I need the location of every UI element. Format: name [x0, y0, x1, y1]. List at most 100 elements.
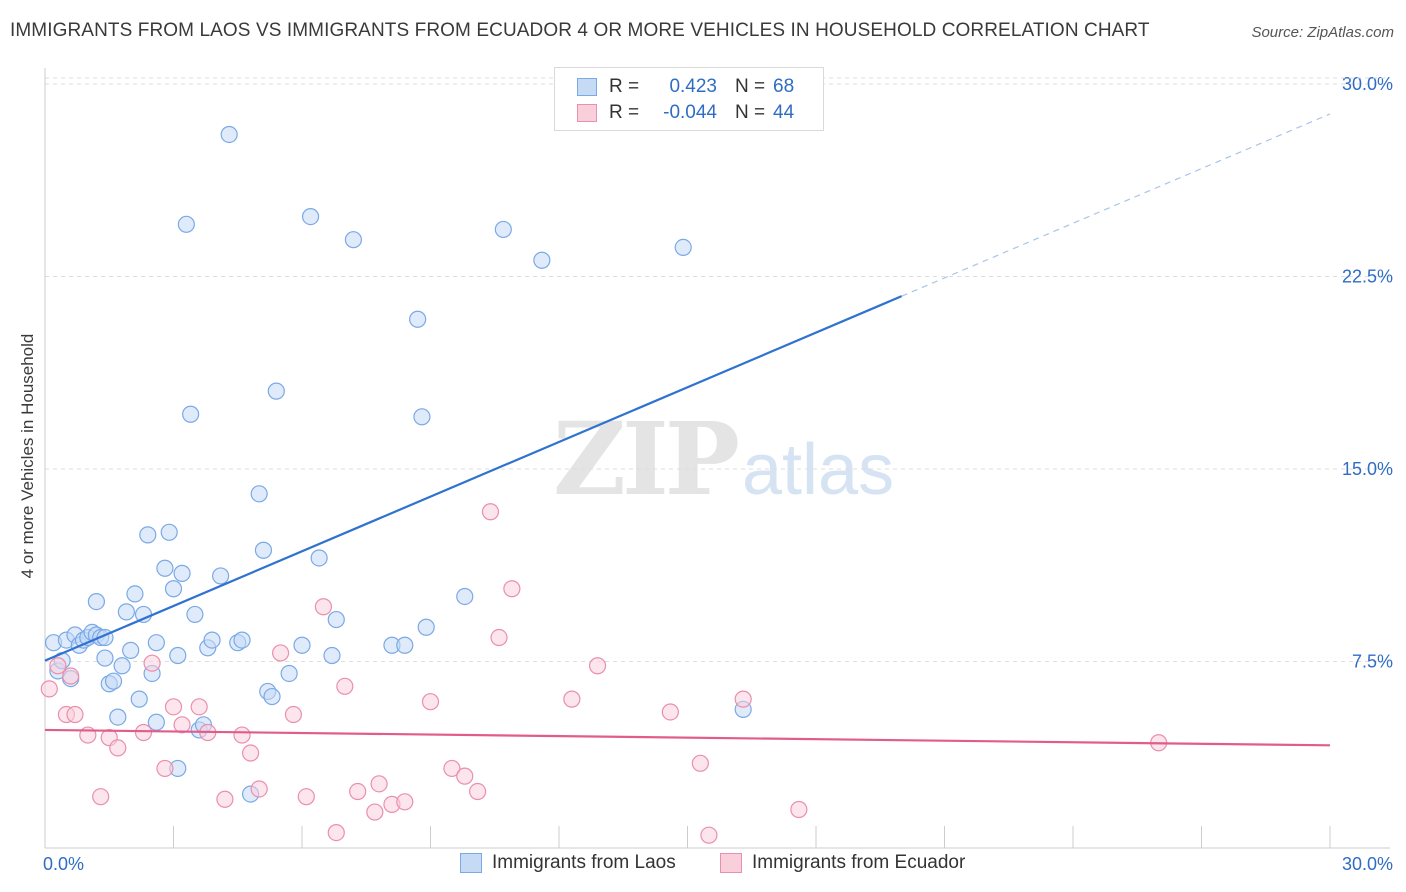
data-point-laos: [674, 238, 692, 256]
data-point-ecuador: [734, 690, 752, 708]
data-point-ecuador: [284, 705, 303, 724]
data-point-laos: [494, 220, 512, 239]
data-point-laos: [113, 657, 131, 675]
data-point-ecuador: [143, 654, 161, 672]
data-point-laos: [413, 408, 431, 426]
data-point-laos: [233, 631, 251, 649]
data-point-laos: [104, 672, 123, 690]
data-point-laos: [122, 641, 140, 659]
data-point-ecuador: [250, 780, 268, 798]
legend-swatch-ecuador: [577, 104, 597, 122]
data-point-ecuador: [62, 667, 80, 685]
data-point-laos: [109, 708, 127, 726]
legend-r-value: -0.044: [663, 102, 717, 123]
data-point-laos: [147, 713, 165, 731]
y-tick-label: 7.5%: [1352, 652, 1393, 672]
legend-n-value: 68: [773, 76, 795, 97]
data-point-laos: [456, 587, 474, 606]
watermark: ZIPatlas: [553, 400, 894, 518]
data-point-ecuador: [421, 693, 440, 711]
data-point-laos: [409, 310, 427, 328]
data-point-ecuador: [396, 793, 414, 811]
data-point-laos: [267, 382, 285, 400]
data-point-laos: [212, 567, 230, 585]
data-point-ecuador: [327, 823, 345, 842]
data-point-laos: [177, 215, 195, 233]
series-legend-laos[interactable]: Immigrants from Laos: [460, 852, 676, 874]
data-point-ecuador: [366, 803, 384, 821]
data-point-ecuador: [370, 775, 388, 793]
trend-line-laos-extension: [901, 113, 1331, 297]
data-point-laos: [533, 251, 551, 269]
data-point-ecuador: [242, 744, 260, 762]
legend-swatch-laos: [577, 78, 597, 96]
data-point-laos: [130, 690, 148, 708]
correlation-legend: R = 0.423 N = 68 R = -0.044 N = 44: [554, 67, 824, 131]
data-point-ecuador: [700, 826, 718, 844]
x-tick-label: 30.0%: [1342, 854, 1393, 874]
series-laos-points: [44, 125, 752, 803]
data-point-laos: [173, 564, 191, 582]
series-legend: Immigrants from Laos Immigrants from Ecu…: [0, 852, 1406, 878]
data-point-laos: [327, 610, 345, 629]
data-point-ecuador: [349, 782, 367, 801]
data-point-ecuador: [563, 690, 581, 708]
y-tick-label: 15.0%: [1342, 459, 1393, 479]
data-point-ecuador: [164, 698, 183, 716]
data-point-ecuador: [691, 754, 709, 772]
data-point-laos: [344, 231, 362, 249]
legend-r-label: R =: [609, 102, 640, 123]
x-tick-label: 0.0%: [43, 854, 84, 874]
data-point-laos: [254, 541, 273, 559]
data-point-ecuador: [173, 716, 191, 734]
data-point-laos: [186, 605, 204, 624]
data-point-laos: [301, 208, 320, 226]
data-point-laos: [263, 687, 281, 706]
data-point-ecuador: [134, 723, 153, 742]
source-label: Source: ZipAtlas.com: [1251, 24, 1394, 41]
data-point-laos: [310, 549, 328, 567]
data-point-ecuador: [661, 703, 679, 721]
data-point-ecuador: [314, 598, 333, 616]
watermark-atlas: atlas: [741, 430, 895, 510]
data-point-laos: [160, 523, 178, 541]
legend-r-label: R =: [609, 76, 640, 97]
data-point-laos: [250, 485, 268, 503]
series-label-laos: Immigrants from Laos: [492, 852, 676, 873]
data-point-ecuador: [588, 657, 607, 675]
series-ecuador-points: [40, 503, 1168, 844]
data-point-ecuador: [456, 767, 474, 785]
watermark-zip: ZIP: [553, 400, 740, 518]
data-point-ecuador: [443, 759, 461, 778]
series-swatch-laos: [460, 853, 482, 873]
data-point-ecuador: [156, 759, 174, 778]
data-point-laos: [220, 125, 238, 144]
y-tick-label: 22.5%: [1342, 267, 1393, 287]
data-point-laos: [169, 646, 187, 665]
legend-n-label: N =: [735, 76, 766, 97]
data-point-laos: [96, 649, 114, 667]
data-point-laos: [182, 405, 200, 423]
data-point-laos: [280, 664, 298, 683]
series-legend-ecuador[interactable]: Immigrants from Ecuador: [720, 852, 965, 874]
data-point-laos: [156, 559, 174, 577]
chart-title: IMMIGRANTS FROM LAOS VS IMMIGRANTS FROM …: [10, 20, 1150, 41]
data-point-ecuador: [271, 644, 290, 662]
legend-row-ecuador: R = -0.044 N = 44: [577, 100, 794, 126]
data-point-ecuador: [336, 677, 354, 695]
data-point-laos: [126, 585, 144, 603]
data-point-laos: [323, 646, 341, 665]
data-point-laos: [417, 618, 435, 636]
data-point-ecuador: [190, 698, 208, 716]
legend-r-value: 0.423: [669, 76, 717, 97]
data-point-laos: [396, 636, 414, 654]
data-point-laos: [117, 603, 135, 621]
series-label-ecuador: Immigrants from Ecuador: [752, 852, 966, 873]
data-point-ecuador: [490, 628, 508, 647]
data-point-laos: [203, 631, 221, 649]
trend-line-laos: [44, 295, 903, 662]
data-point-ecuador: [216, 790, 234, 808]
data-point-ecuador: [469, 782, 487, 801]
data-point-laos: [87, 592, 106, 611]
